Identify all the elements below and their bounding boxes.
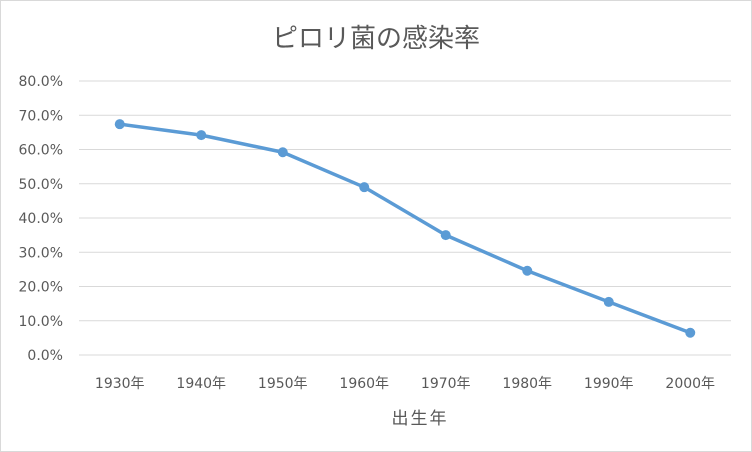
series-layer <box>114 119 696 338</box>
x-tick-label: 1990年 <box>584 376 634 392</box>
x-tick-label: 1930年 <box>95 376 145 392</box>
x-tick-label: 1980年 <box>502 376 552 392</box>
data-point <box>440 230 451 241</box>
y-tick-label: 50.0% <box>19 177 63 193</box>
y-tick-label: 10.0% <box>19 314 63 330</box>
x-tick-label: 2000年 <box>665 376 715 392</box>
data-point <box>359 182 370 193</box>
y-tick-label: 20.0% <box>19 280 63 296</box>
x-tick-label: 1970年 <box>421 376 471 392</box>
data-point <box>114 119 125 130</box>
data-point <box>603 296 614 307</box>
y-axis-tick-labels: 0.0% 10.0% 20.0% 30.0% 40.0% 50.0% 60.0% 70.0% 8… <box>19 74 63 364</box>
data-point <box>196 130 207 141</box>
gridlines <box>79 80 731 356</box>
x-tick-label: 1960年 <box>339 376 389 392</box>
x-axis-label: 出生年 <box>392 409 449 429</box>
y-tick-label: 60.0% <box>19 143 63 159</box>
data-point <box>277 147 288 158</box>
chart-title: ピロリ菌の感染率 <box>272 24 480 54</box>
x-tick-label: 1950年 <box>258 376 308 392</box>
y-tick-label: 70.0% <box>19 108 63 124</box>
y-tick-label: 0.0% <box>27 348 63 364</box>
y-tick-label: 30.0% <box>19 245 63 261</box>
y-tick-label: 80.0% <box>19 74 63 90</box>
data-point <box>685 327 696 338</box>
series-line <box>118 122 692 335</box>
x-tick-label: 1940年 <box>176 376 226 392</box>
y-tick-label: 40.0% <box>19 211 63 227</box>
data-point <box>522 265 533 276</box>
x-axis-tick-labels: 1930年 1940年 1950年 1960年 1970年 1980年 1990年 2000年 <box>95 376 715 392</box>
